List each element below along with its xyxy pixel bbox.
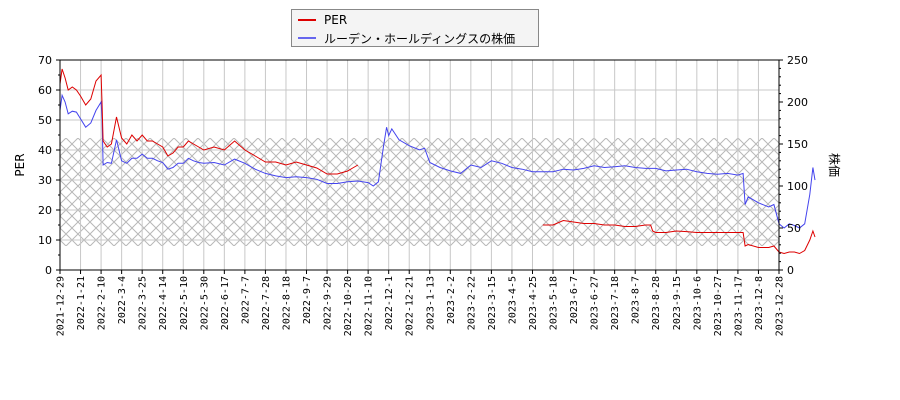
stock-price-line bbox=[59, 93, 816, 229]
svg-text:2022-11-10: 2022-11-10 bbox=[364, 276, 375, 336]
per-line bbox=[542, 219, 816, 255]
svg-text:2023-1-13: 2023-1-13 bbox=[425, 276, 436, 330]
svg-text:200: 200 bbox=[787, 96, 808, 109]
legend-item-stock-price: ルーデン・ホールディングスの株価 bbox=[298, 30, 515, 46]
svg-text:2022-10-20: 2022-10-20 bbox=[343, 276, 354, 336]
svg-text:10: 10 bbox=[38, 234, 52, 247]
svg-text:2023-4-25: 2023-4-25 bbox=[528, 276, 539, 330]
legend-item-per: PER bbox=[298, 12, 347, 28]
svg-text:60: 60 bbox=[38, 84, 52, 97]
svg-text:2022-9-7: 2022-9-7 bbox=[302, 276, 313, 324]
per-line-swatch-icon bbox=[298, 19, 316, 21]
svg-text:2023-8-7: 2023-8-7 bbox=[631, 276, 642, 324]
svg-text:2022-12-1: 2022-12-1 bbox=[384, 276, 395, 330]
svg-text:2022-5-30: 2022-5-30 bbox=[199, 276, 210, 330]
svg-text:2023-12-28: 2023-12-28 bbox=[775, 276, 786, 336]
left-axis-title: PER bbox=[13, 153, 27, 176]
svg-text:2022-2-10: 2022-2-10 bbox=[97, 276, 108, 330]
right-axis-title: 株価 bbox=[827, 153, 842, 177]
svg-text:2022-7-7: 2022-7-7 bbox=[240, 276, 251, 324]
svg-text:2022-4-14: 2022-4-14 bbox=[158, 276, 169, 330]
svg-text:2023-10-27: 2023-10-27 bbox=[713, 276, 724, 336]
svg-text:2023-6-27: 2023-6-27 bbox=[590, 276, 601, 330]
legend-label-stock-price: ルーデン・ホールディングスの株価 bbox=[324, 31, 516, 46]
svg-text:50: 50 bbox=[787, 222, 801, 235]
svg-text:2023-12-8: 2023-12-8 bbox=[754, 276, 765, 330]
svg-text:2022-3-25: 2022-3-25 bbox=[138, 276, 149, 330]
svg-text:2021-12-29: 2021-12-29 bbox=[56, 276, 67, 336]
svg-text:2023-2-22: 2023-2-22 bbox=[466, 276, 477, 330]
svg-text:2022-5-10: 2022-5-10 bbox=[179, 276, 190, 330]
svg-text:0: 0 bbox=[787, 264, 794, 277]
svg-text:2023-10-6: 2023-10-6 bbox=[692, 276, 703, 330]
svg-text:2022-8-18: 2022-8-18 bbox=[281, 276, 292, 330]
svg-text:250: 250 bbox=[787, 54, 808, 67]
svg-text:2022-6-17: 2022-6-17 bbox=[220, 276, 231, 330]
svg-text:2023-8-28: 2023-8-28 bbox=[651, 276, 662, 330]
series-lines bbox=[59, 68, 816, 255]
svg-text:2023-11-17: 2023-11-17 bbox=[733, 276, 744, 336]
legend-label-per: PER bbox=[324, 13, 348, 27]
svg-text:50: 50 bbox=[38, 114, 52, 127]
left-y-axis: 0 10 20 30 40 50 60 70 bbox=[38, 54, 60, 277]
svg-text:100: 100 bbox=[787, 180, 808, 193]
per-line bbox=[59, 68, 359, 175]
svg-text:0: 0 bbox=[45, 264, 52, 277]
svg-text:2022-9-29: 2022-9-29 bbox=[323, 276, 334, 330]
hatched-band bbox=[60, 138, 779, 246]
svg-text:30: 30 bbox=[38, 174, 52, 187]
stock-price-line-swatch-icon bbox=[298, 37, 316, 39]
svg-text:2022-12-21: 2022-12-21 bbox=[405, 276, 416, 336]
svg-text:2023-4-5: 2023-4-5 bbox=[507, 276, 518, 324]
svg-text:2023-9-15: 2023-9-15 bbox=[672, 276, 683, 330]
svg-text:2023-2-2: 2023-2-2 bbox=[446, 276, 457, 324]
svg-text:40: 40 bbox=[38, 144, 52, 157]
svg-text:2023-7-18: 2023-7-18 bbox=[610, 276, 621, 330]
svg-text:2022-7-28: 2022-7-28 bbox=[261, 276, 272, 330]
svg-text:2023-5-18: 2023-5-18 bbox=[549, 276, 560, 330]
svg-text:2022-3-4: 2022-3-4 bbox=[117, 276, 128, 324]
svg-text:2022-1-21: 2022-1-21 bbox=[76, 276, 87, 330]
right-y-axis: 0 50 100 150 200 250 bbox=[779, 54, 808, 277]
x-axis: 2021-12-29 2022-1-21 2022-2-10 2022-3-4 2022… bbox=[56, 270, 786, 336]
svg-text:70: 70 bbox=[38, 54, 52, 67]
svg-text:2023-6-7: 2023-6-7 bbox=[569, 276, 580, 324]
svg-text:20: 20 bbox=[38, 204, 52, 217]
svg-text:150: 150 bbox=[787, 138, 808, 151]
svg-text:2023-3-15: 2023-3-15 bbox=[487, 276, 498, 330]
legend: PER ルーデン・ホールディングスの株価 bbox=[291, 9, 539, 47]
